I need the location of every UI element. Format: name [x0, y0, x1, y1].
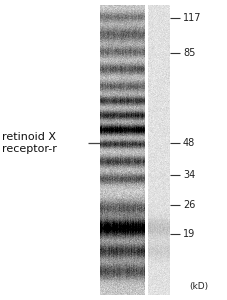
- Text: 85: 85: [182, 48, 195, 58]
- Text: 26: 26: [182, 200, 195, 210]
- Text: retinoid X
receptor-r: retinoid X receptor-r: [2, 132, 57, 154]
- Text: 117: 117: [182, 13, 201, 23]
- Text: 48: 48: [182, 138, 194, 148]
- Text: 34: 34: [182, 170, 194, 180]
- Text: 19: 19: [182, 229, 194, 239]
- Text: (kD): (kD): [188, 281, 207, 290]
